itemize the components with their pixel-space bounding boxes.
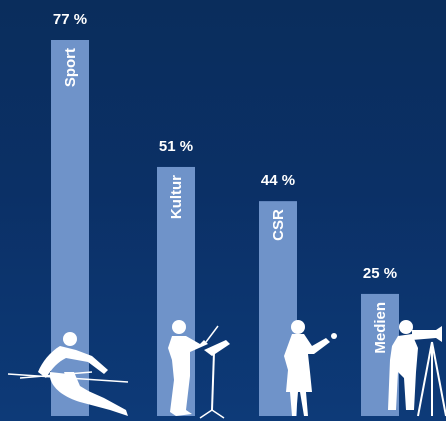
bars-layer [51,40,399,416]
presenter-icon [284,320,337,416]
skier-icon [7,332,129,416]
category-label-kultur: Kultur [168,175,185,219]
cameraman-icon [388,320,446,417]
conductor-icon [168,320,230,419]
category-label-sport: Sport [62,48,79,87]
value-label-csr: 44 % [261,172,295,189]
category-label-csr: CSR [270,209,287,241]
value-label-sport: 77 % [53,11,87,28]
category-label-medien: Medien [372,302,389,354]
labels-layer: 77 % Sport 51 % Kultur 44 % CSR 25 % Medien [53,11,397,354]
value-label-medien: 25 % [363,265,397,282]
value-label-kultur: 51 % [159,138,193,155]
